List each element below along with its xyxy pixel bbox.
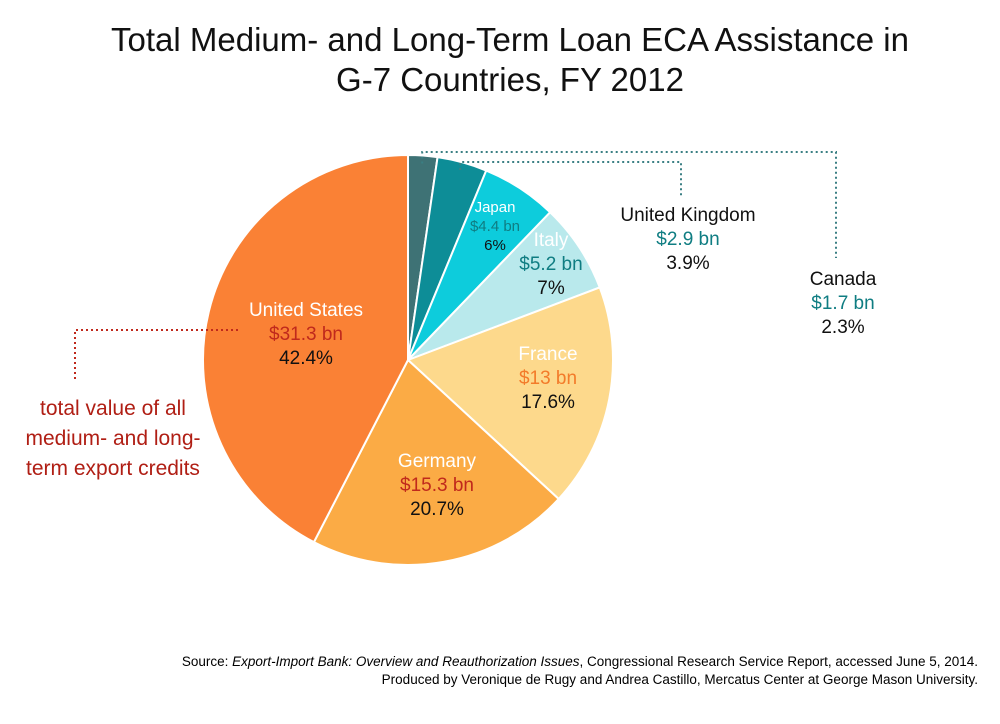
leader-line-united-kingdom	[459, 161, 682, 196]
slice-label-percent-canada: 2.3%	[821, 317, 864, 338]
slice-label-amount-germany: $15.3 bn	[400, 475, 474, 496]
pie-slice-united-states	[201, 153, 409, 544]
chart-title: Total Medium- and Long-Term Loan ECA Ass…	[70, 20, 950, 100]
slice-label-name-italy: Italy	[534, 230, 569, 251]
slice-label-percent-italy: 7%	[537, 278, 565, 299]
slice-label-amount-united-kingdom: $2.9 bn	[656, 229, 719, 250]
chart-title-line-1: Total Medium- and Long-Term Loan ECA Ass…	[111, 21, 909, 58]
source-report-title: Export-Import Bank: Overview and Reautho…	[232, 654, 580, 669]
slice-label-name-japan: Japan	[475, 199, 516, 216]
slice-label-amount-canada: $1.7 bn	[811, 293, 874, 314]
total-value-annotation: total value of all medium- and long-term…	[25, 397, 201, 480]
slice-label-amount-united-states: $31.3 bn	[269, 324, 343, 345]
slice-label-percent-germany: 20.7%	[410, 499, 464, 520]
slice-label-amount-japan: $4.4 bn	[470, 218, 520, 235]
credit-line: Produced by Veronique de Rugy and Andrea…	[381, 672, 978, 687]
pie-slice-france	[406, 286, 614, 501]
slice-label-name-canada: Canada	[810, 269, 877, 290]
source-note: Source: Export-Import Bank: Overview and…	[182, 653, 978, 689]
source-suffix: , Congressional Research Service Report,…	[579, 654, 978, 669]
slice-label-percent-france: 17.6%	[521, 392, 575, 413]
slice-label-percent-united-states: 42.4%	[279, 348, 333, 369]
slice-label-name-united-states: United States	[249, 300, 363, 321]
chart-title-line-2: G-7 Countries, FY 2012	[336, 61, 684, 98]
slice-label-percent-united-kingdom: 3.9%	[666, 253, 709, 274]
slice-label-amount-italy: $5.2 bn	[519, 254, 582, 275]
slice-label-amount-france: $13 bn	[519, 368, 577, 389]
slice-label-name-germany: Germany	[398, 451, 477, 472]
slice-label-name-united-kingdom: United Kingdom	[620, 205, 755, 226]
slice-label-percent-japan: 6%	[484, 237, 506, 254]
source-prefix: Source:	[181, 654, 233, 669]
pie-slice-germany	[312, 358, 561, 566]
slice-label-name-france: France	[518, 344, 577, 365]
source-line: Source: Export-Import Bank: Overview and…	[182, 653, 978, 671]
leader-line-canada	[421, 151, 837, 258]
